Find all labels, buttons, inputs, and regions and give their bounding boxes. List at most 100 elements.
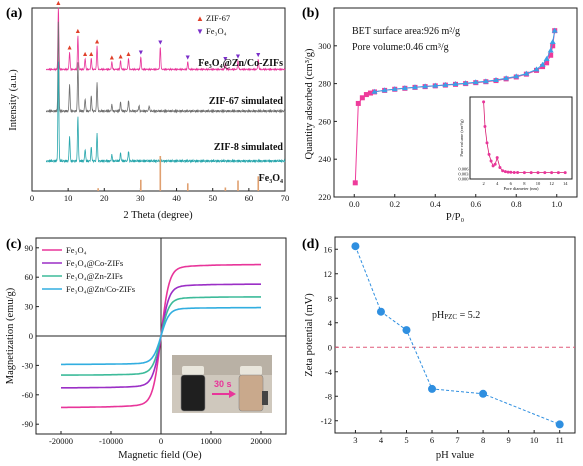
inset-tick-12: 12 [549, 181, 554, 186]
tick-label-8: 8 [481, 435, 485, 445]
pore-point [491, 164, 495, 168]
tick-label--8: -8 [325, 391, 332, 401]
inset-ylabel: Pore volume (cm³/g) [459, 119, 464, 157]
zeta-point [402, 326, 411, 335]
pore-point [543, 171, 547, 175]
pore-point [493, 162, 497, 166]
zif67-marker: ▲ [108, 54, 115, 62]
pore-distribution-line [483, 101, 566, 173]
inset-tick-14: 14 [563, 181, 568, 186]
tick-label--12: -12 [321, 416, 332, 426]
desorption-point [493, 77, 499, 83]
magnet [262, 391, 268, 405]
tick-label-0.6: 0.6 [470, 199, 481, 209]
legend-fe3o4-symbol: ▼ [196, 27, 204, 36]
panel-a: (a) 0 10 20 30 40 50 60 70 2 Theta (degree) Int… [6, 0, 289, 221]
desorption-point [442, 81, 449, 87]
curve-Fe₃O₄@Zn/Co-ZIFs [61, 306, 261, 366]
tick-label-300: 300 [318, 41, 331, 51]
zeta-point [479, 389, 488, 398]
vial-cap-right [240, 366, 262, 375]
inset-tick-8: 8 [523, 181, 526, 186]
desorption-point [549, 39, 556, 45]
tick-label-0: 0 [29, 331, 33, 341]
tick-label-60: 60 [245, 193, 254, 203]
tick-label-60: 60 [25, 272, 34, 282]
tick-label-280: 280 [318, 79, 331, 89]
tick-label-1.0: 1.0 [551, 199, 562, 209]
pzc-annotation: pHPZC = 5.2 [432, 310, 480, 321]
panel-c-legend: Fe₃O₄ Fe₃O₄@Co-ZIFs Fe₃O₄@Zn-ZIFs Fe₃O₄@Zn/… [42, 245, 135, 294]
tick-label--90: -90 [22, 419, 33, 429]
desorption-point [523, 70, 530, 76]
tick-label-0: 0 [328, 342, 332, 352]
fe3o4-marker: ▼ [157, 39, 164, 47]
zeta-line [354, 246, 560, 425]
pore-point [498, 166, 502, 170]
panel-c-letter: (c) [6, 237, 22, 252]
panel-c-ticks: -20000 -10000 0 10000 20000 -90 -60 -30 0 30 60 90 [22, 238, 286, 446]
adsorption-point [367, 90, 373, 96]
inset-tick-6: 6 [510, 181, 513, 186]
tick-label-4: 4 [328, 318, 333, 328]
tick-label-50: 50 [208, 193, 217, 203]
tick-label-0.2: 0.2 [389, 199, 400, 209]
series-label-fe3o4: Fe₃O₄ [259, 173, 283, 184]
tick-label-5: 5 [404, 435, 408, 445]
pore-volume: Pore volume:0.46 cm³/g [352, 42, 449, 53]
tick-label--30: -30 [22, 360, 33, 370]
desorption-point [422, 83, 429, 89]
tick-label--10000: -10000 [99, 436, 123, 446]
tick-label-8: 8 [328, 293, 332, 303]
pattern-3 [46, 61, 286, 164]
panel-a-peak-markers: ▲▲▲▲ ▲▲▲ ▲ ▲ ▼▼▼ ▼ ▼ ▼ [55, 0, 262, 63]
desorption-line [374, 30, 556, 93]
pore-point [506, 170, 510, 174]
desorption-point [412, 84, 418, 90]
zeta-point [376, 307, 385, 316]
tick-label-0: 0 [159, 436, 163, 446]
desorption-point [381, 87, 388, 93]
adsorption-point [359, 95, 365, 101]
panel-a-letter: (a) [6, 6, 23, 21]
fe3o4-marker: ▼ [184, 54, 191, 62]
tick-label--20000: -20000 [49, 436, 73, 446]
tick-label-16: 16 [324, 244, 333, 254]
pore-point [503, 170, 507, 174]
fe3o4-marker: ▼ [137, 49, 144, 57]
zeta-point [555, 420, 564, 429]
panel-b-isotherm [352, 27, 558, 186]
tick-label-10: 10 [530, 435, 539, 445]
adsorption-point [548, 52, 554, 58]
zif67-marker: ▲ [55, 0, 62, 7]
tick-label-90: 90 [25, 243, 34, 253]
panel-d-letter: (d) [302, 237, 319, 252]
desorption-point [547, 47, 554, 53]
inset-tick-4: 4 [496, 181, 499, 186]
panel-d-ylabel: Zeta potential (mV) [304, 293, 315, 377]
desorption-point [371, 88, 378, 94]
tick-label-30: 30 [25, 302, 34, 312]
desorption-point [472, 79, 479, 85]
zeta-point [428, 384, 437, 393]
pattern-1 [46, 7, 286, 72]
panel-a-legend: ▲ ZIF-67 ▼ Fe₃O₄ [196, 13, 230, 36]
series-label-zif67-simulated: ZIF-67 simulated [209, 96, 284, 107]
tick-label-40: 40 [172, 193, 181, 203]
pore-point [563, 171, 567, 175]
legend-label: Fe₃O₄@Co-ZIFs [66, 258, 123, 268]
inset-xlabel: Pore diameter (nm) [504, 186, 539, 191]
desorption-point [533, 66, 540, 72]
inset-tick-2: 2 [482, 181, 484, 186]
tick-label-7: 7 [455, 435, 459, 445]
adsorption-point [544, 60, 550, 66]
panel-c-xlabel: Magnetic field (Oe) [118, 450, 202, 461]
panel-c: (c) -20000 -10000 0 10000 20000 -90 -60 -30 0 30 6… [5, 237, 287, 461]
vial-separated [238, 374, 264, 412]
panel-b-inset-frame [469, 96, 573, 180]
pore-point [550, 171, 554, 175]
tick-label-0.4: 0.4 [430, 199, 441, 209]
panel-b: (b) 0.0 0.2 0.4 0.6 0.8 1.0 220 240 260 280 300 P/… [302, 6, 578, 223]
panel-d: (d) 3 4 5 6 7 8 9 10 11 -12 -8 -4 0 4 8 12 16 pH value Z… [302, 236, 576, 461]
vial-dispersed [180, 374, 206, 412]
